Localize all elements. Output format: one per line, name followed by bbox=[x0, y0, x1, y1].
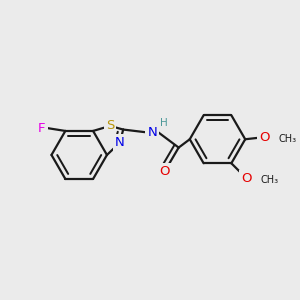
Text: O: O bbox=[242, 172, 252, 185]
Text: O: O bbox=[260, 131, 270, 144]
Text: N: N bbox=[148, 126, 157, 139]
Text: H: H bbox=[160, 118, 168, 128]
Text: CH₃: CH₃ bbox=[260, 175, 279, 184]
Text: N: N bbox=[115, 136, 125, 149]
Text: CH₃: CH₃ bbox=[278, 134, 297, 144]
Text: O: O bbox=[160, 165, 170, 178]
Text: S: S bbox=[106, 119, 114, 132]
Text: F: F bbox=[38, 122, 46, 135]
